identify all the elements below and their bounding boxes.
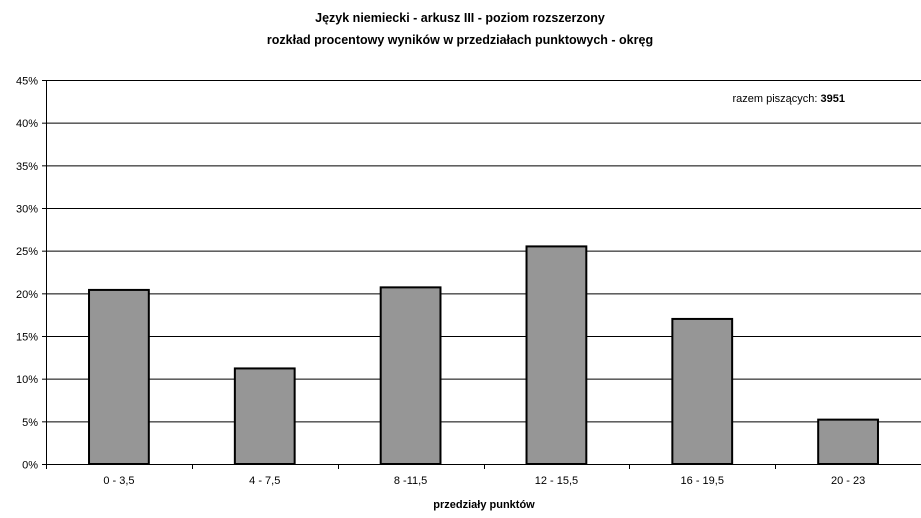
total-writers-annotation: razem piszących: 3951 [732, 93, 845, 105]
bar [379, 286, 442, 465]
chart-subtitle: rozkład procentowy wyników w przedziałac… [267, 33, 653, 47]
bar [671, 317, 734, 465]
gridlines [42, 80, 921, 465]
axes [46, 80, 921, 469]
y-tick-label: 10% [16, 374, 38, 386]
x-tick-label: 0 - 3,5 [103, 475, 134, 487]
y-tick-label: 0% [22, 460, 38, 472]
y-tick-label: 35% [16, 161, 38, 173]
y-tick-label: 5% [22, 417, 38, 429]
x-tick-label: 12 - 15,5 [535, 475, 578, 487]
y-tick-label: 30% [16, 204, 38, 216]
bar [817, 418, 879, 466]
x-tick-label: 16 - 19,5 [681, 475, 724, 487]
y-tick-label: 40% [16, 118, 38, 130]
y-tick-label: 20% [16, 289, 38, 301]
x-axis-tick-labels: 0 - 3,5 4 - 7,5 8 -11,5 12 - 15,5 16 - 19,5 2… [103, 475, 865, 487]
x-tick-label: 4 - 7,5 [249, 475, 280, 487]
y-tick-label: 15% [16, 332, 38, 344]
bar [525, 245, 588, 465]
bar [88, 288, 150, 466]
x-tick-label: 8 -11,5 [394, 475, 427, 487]
x-tick-label: 20 - 23 [831, 475, 865, 487]
y-tick-label: 25% [16, 246, 38, 258]
total-writers-label: razem piszących: [732, 93, 820, 105]
bar [233, 367, 296, 465]
x-axis-label: przedziały punktów [433, 499, 535, 511]
chart-title: Język niemiecki - arkusz III - poziom ro… [315, 11, 605, 25]
y-axis-tick-labels: 0% 5% 10% 15% 20% 25% 30% 35% 40% 45% [16, 76, 38, 472]
total-writers-value: 3951 [821, 93, 845, 105]
y-tick-label: 45% [16, 76, 38, 88]
bars [88, 245, 879, 466]
